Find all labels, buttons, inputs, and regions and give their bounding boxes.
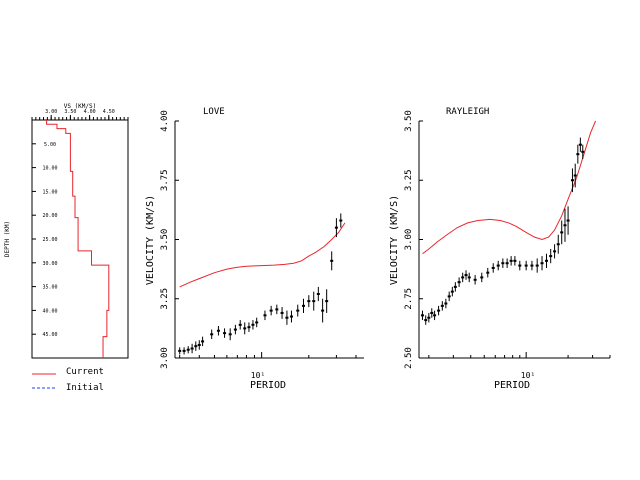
love-y-tick-label: 3.25 [160,288,170,310]
rayleigh-y-tick-label: 3.00 [404,229,414,251]
rayleigh-y-tick-label: 2.75 [404,288,414,310]
love-y-tick-label: 3.50 [160,229,170,251]
love-observations [178,213,343,355]
depth-x-axis-label: VS (KM/S) [64,103,97,110]
depth-y-tick-label: 25.00 [42,237,57,243]
rayleigh-x-tick-label: 10¹ [521,371,535,380]
depth-y-tick-label: 45.00 [42,332,57,338]
rayleigh-y-axis-label: VELOCITY (KM/S) [389,195,400,285]
depth-x-tick-label: 3.50 [64,109,76,115]
depth-y-tick-label: 10.00 [42,166,57,172]
love-y-tick-label: 3.00 [160,347,170,369]
rayleigh-dispersion-panel: RAYLEIGH PERIOD VELOCITY (KM/S) 10¹ 2.50… [389,107,611,391]
rayleigh-y-tick-label: 3.50 [404,110,414,132]
love-title: LOVE [203,107,225,117]
depth-y-tick-label: 15.00 [42,189,57,195]
rayleigh-x-axis-label: PERIOD [494,380,530,391]
depth-x-tick-label: 3.00 [45,109,57,115]
depth-x-tick-label: 4.00 [84,109,96,115]
love-x-axis-label: PERIOD [250,380,286,391]
depth-y-tick-label: 5.00 [44,142,56,148]
rayleigh-title: RAYLEIGH [446,107,489,117]
depth-x-tick-label: 4.50 [103,109,115,115]
depth-y-tick-label: 40.00 [42,308,57,314]
legend: Current Initial [32,367,104,393]
depth-y-tick-label: 35.00 [42,285,57,291]
depth-y-axis-label: DEPTH (KM) [4,221,11,257]
love-dispersion-panel: LOVE PERIOD VELOCITY (KM/S) 10¹ 3.00 3.25… [145,107,364,391]
legend-current-label: Current [66,367,104,377]
love-y-tick-label: 3.75 [160,169,170,191]
love-x-tick-label: 10¹ [251,371,265,380]
rayleigh-model-curve [422,120,597,255]
depth-y-tick-label: 30.00 [42,261,57,267]
rayleigh-y-tick-label: 2.50 [404,347,414,369]
current-velocity-profile [46,120,110,358]
depth-y-tick-label: 20.00 [42,213,57,219]
rayleigh-observations [420,137,585,325]
legend-initial-label: Initial [66,383,104,393]
depth-profile-panel: VS (KM/S) DEPTH (KM) 3.00 3.50 4.00 4.50 5.… [4,103,129,359]
love-y-axis-label: VELOCITY (KM/S) [145,195,156,285]
love-y-tick-label: 4.00 [160,110,170,132]
rayleigh-y-tick-label: 3.25 [404,169,414,191]
love-model-curve [179,222,346,288]
